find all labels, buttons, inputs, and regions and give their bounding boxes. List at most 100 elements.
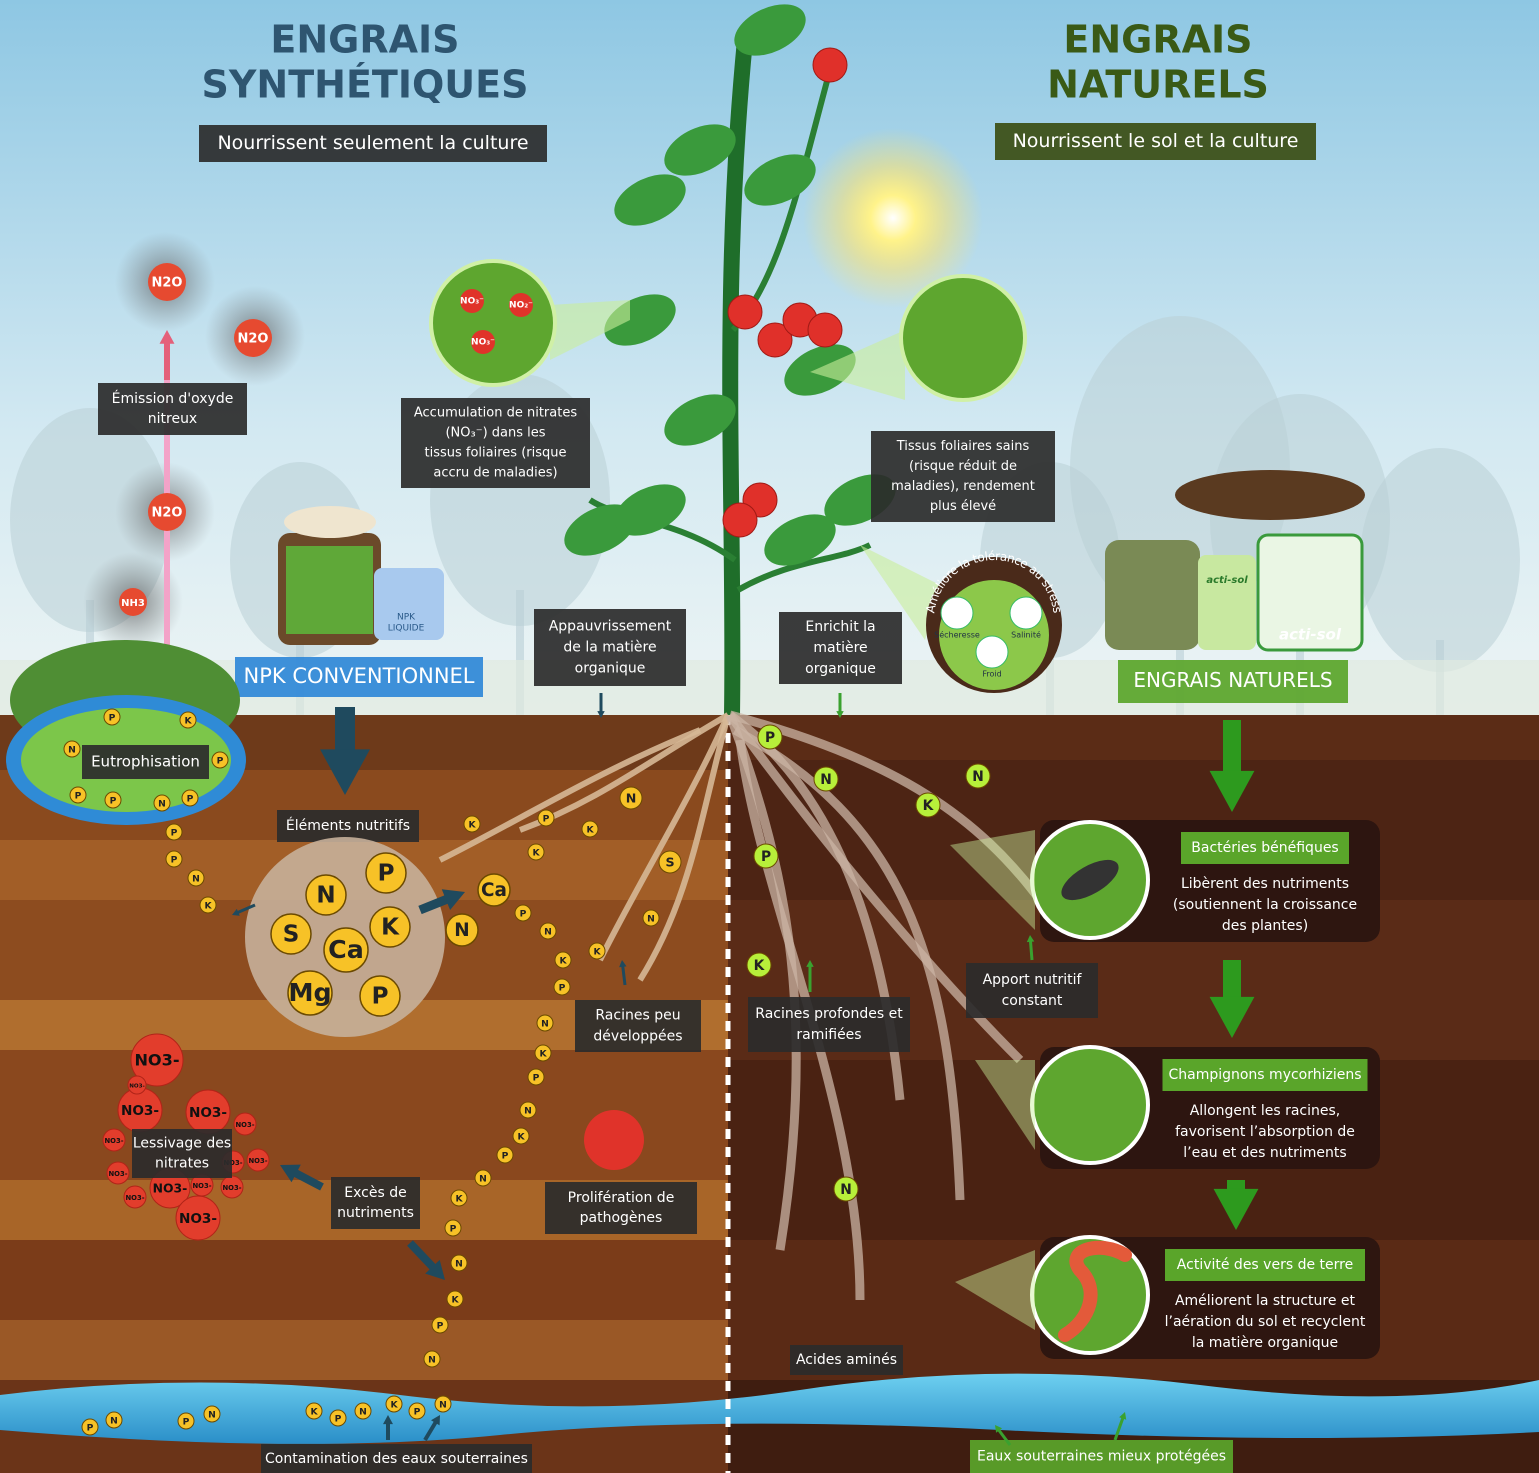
- label-text: P: [559, 983, 566, 994]
- label-text: Froid: [982, 670, 1001, 679]
- label-text: P: [414, 1407, 421, 1418]
- zoom-circle: [1032, 1047, 1148, 1163]
- label-text: S: [665, 855, 674, 870]
- label-text: acti-sol: [1279, 626, 1342, 644]
- label-text: K: [455, 1194, 463, 1205]
- label-text: ramifiées: [796, 1027, 861, 1043]
- tomato: [813, 48, 847, 82]
- label-text: N: [972, 769, 984, 785]
- label-text: NO3-: [153, 1181, 188, 1196]
- label-text: Enrichit la: [805, 619, 875, 635]
- label-text: NO3-: [189, 1105, 227, 1121]
- label-text: Champignons mycorhiziens: [1168, 1067, 1361, 1083]
- stress-icon: [941, 597, 973, 629]
- label-text: Ca: [328, 935, 364, 964]
- label-text: Salinité: [1011, 630, 1041, 640]
- label-text: K: [204, 901, 212, 912]
- label-text: P: [372, 984, 389, 1010]
- label-text: N: [479, 1174, 487, 1185]
- tomato: [723, 503, 757, 537]
- label-text: (risque réduit de: [909, 459, 1017, 474]
- label-text: Améliorent la structure et: [1175, 1293, 1356, 1309]
- label-text: K: [381, 915, 400, 941]
- label-text: Nourrissent le sol et la culture: [1013, 130, 1299, 152]
- label-text: Apport nutritif: [983, 972, 1083, 988]
- leaf-zoom: [431, 261, 555, 385]
- label-text: Excès de: [344, 1185, 406, 1201]
- label-text: développées: [593, 1029, 682, 1045]
- label-text: P: [110, 796, 117, 807]
- label-text: constant: [1002, 993, 1063, 1009]
- label-text: Acides aminés: [796, 1352, 897, 1368]
- label-text: SYNTHÉTIQUES: [202, 63, 529, 107]
- label-text: Activité des vers de terre: [1177, 1257, 1353, 1273]
- label-text: Allongent les racines,: [1190, 1103, 1341, 1119]
- label-text: N: [455, 1259, 463, 1270]
- label-text: Eutrophisation: [91, 753, 200, 771]
- label-text: NH3: [121, 598, 145, 609]
- label-text: de la matière: [563, 640, 656, 656]
- compost: [1175, 470, 1365, 520]
- label-text: N: [208, 1410, 216, 1421]
- label-text: NO₃⁻: [460, 297, 484, 307]
- label-text: N: [110, 1416, 118, 1427]
- soil-layer: [0, 1240, 728, 1320]
- tomato: [808, 313, 842, 347]
- label-text: N: [316, 883, 335, 909]
- label-text: l’aération du sol et recyclent: [1165, 1314, 1366, 1330]
- label-text: Éléments nutritifs: [286, 817, 410, 834]
- label-text: N: [439, 1400, 447, 1411]
- label-text: K: [468, 820, 476, 831]
- label-text: maladies), rendement: [891, 479, 1035, 494]
- label-text: N: [454, 920, 469, 941]
- label-text: NO3-: [192, 1182, 211, 1190]
- label-text: Sécheresse: [934, 630, 980, 640]
- label-text: N: [158, 799, 166, 810]
- label-text: Racines profondes et: [755, 1006, 903, 1022]
- label-text: nutriments: [337, 1205, 414, 1221]
- label-text: K: [923, 798, 935, 814]
- label-text: N: [524, 1106, 532, 1117]
- label-text: favorisent l’absorption de: [1175, 1124, 1355, 1140]
- label-text: matière: [813, 640, 867, 656]
- label-text: N: [541, 1019, 549, 1030]
- label-text: NPK: [397, 613, 416, 623]
- leaf-zoom: [901, 276, 1025, 400]
- label-text: P: [187, 794, 194, 805]
- label-text: P: [437, 1321, 444, 1332]
- label-text: N: [544, 927, 552, 938]
- label-text: NO3-: [129, 1084, 145, 1090]
- label-text: Accumulation de nitrates: [414, 406, 577, 421]
- label-text: P: [543, 814, 550, 825]
- label-text: plus élevé: [930, 499, 996, 514]
- label-text: N2O: [152, 506, 183, 521]
- label-text: Prolifération de: [568, 1190, 675, 1206]
- label-text: NO₃⁻: [471, 338, 495, 348]
- label-text: P: [109, 713, 116, 724]
- label-text: K: [539, 1049, 547, 1060]
- label-text: ENGRAIS: [270, 18, 459, 62]
- label-text: N: [68, 745, 76, 756]
- label-text: P: [533, 1073, 540, 1084]
- label-text: P: [335, 1414, 342, 1425]
- label-text: P: [171, 855, 178, 866]
- label-text: NO3-: [235, 1121, 254, 1129]
- label-text: accru de maladies): [433, 466, 557, 481]
- label-text: NO3-: [108, 1170, 127, 1178]
- label-text: Lessivage des: [133, 1136, 231, 1152]
- tree-silhouette: [1360, 448, 1520, 672]
- page: { "left": { "title": ["ENGRAIS", "SYNTHÉ…: [0, 0, 1539, 1473]
- granules: [284, 506, 376, 538]
- label-text: Mg: [288, 978, 331, 1007]
- label-text: K: [451, 1295, 459, 1306]
- label-text: Libèrent des nutriments: [1181, 876, 1349, 892]
- label-text: organique: [805, 661, 876, 677]
- label-text: P: [502, 1151, 509, 1162]
- label-text: l’eau et des nutriments: [1183, 1145, 1346, 1161]
- label-text: Contamination des eaux souterraines: [265, 1451, 528, 1467]
- label-text: P: [183, 1417, 190, 1428]
- bottle: [1198, 555, 1256, 650]
- label-text: N: [359, 1407, 367, 1418]
- stress-icon: [1010, 597, 1042, 629]
- label-text: nitrates: [155, 1156, 209, 1172]
